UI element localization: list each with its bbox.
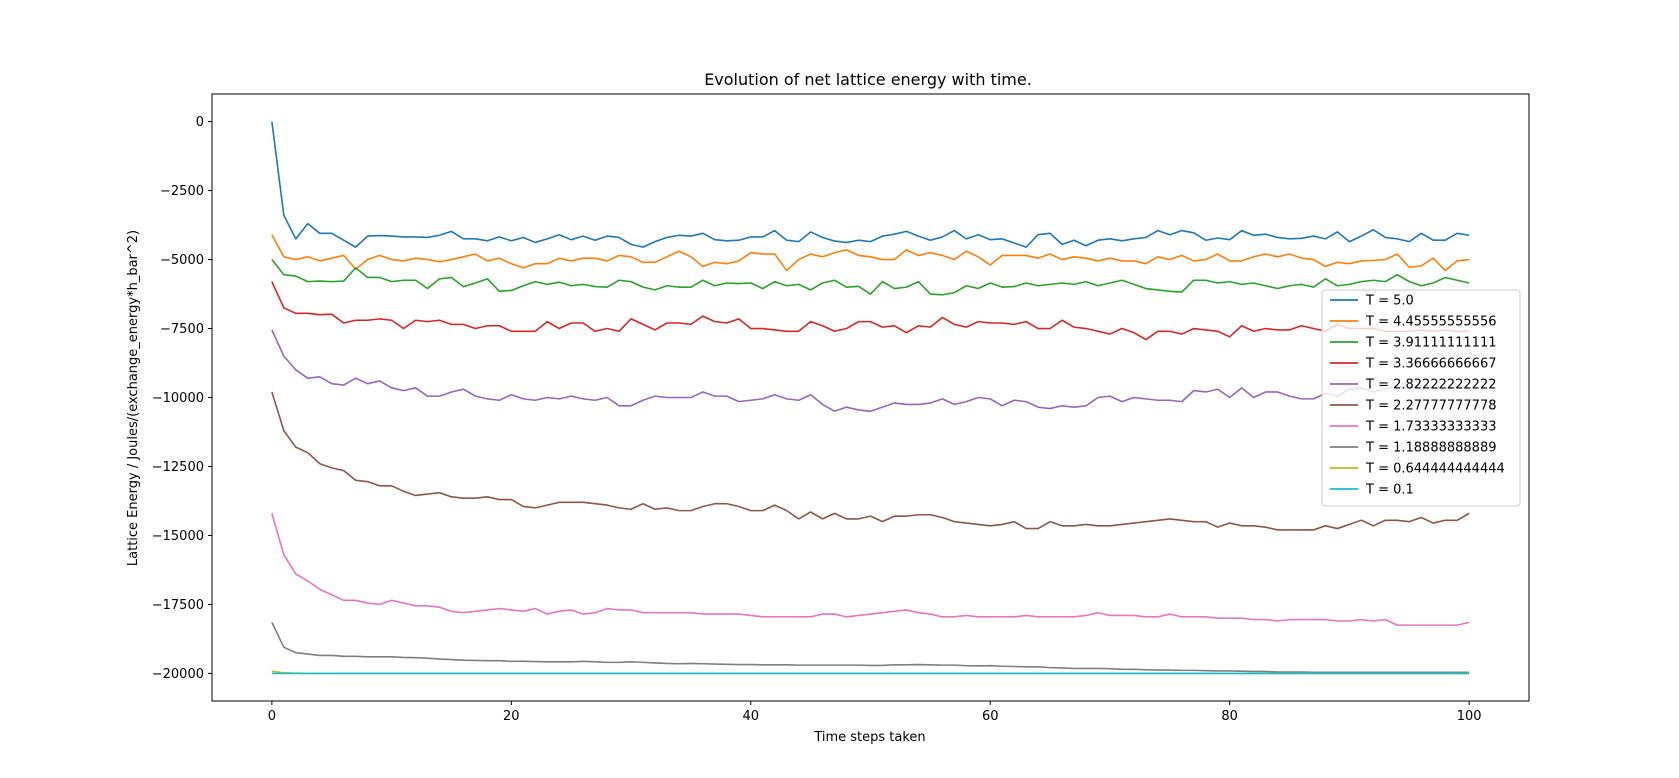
series-line-5 (271, 391, 1470, 531)
legend-label: T = 1.73333333333 (1365, 420, 1496, 435)
x-tick-label: 60 (982, 709, 999, 724)
y-tick-label: −12500 (152, 460, 204, 475)
x-axis-label: Time steps taken (813, 730, 925, 745)
x-tick-label: 0 (268, 709, 276, 724)
legend-label: T = 4.45555555556 (1365, 315, 1496, 330)
legend-label: T = 0.644444444444 (1365, 462, 1505, 477)
x-tick-label: 40 (742, 709, 759, 724)
y-tick-label: 0 (196, 115, 204, 130)
series-line-4 (271, 329, 1470, 413)
series-layer (271, 121, 1470, 675)
x-tick-label: 80 (1221, 709, 1238, 724)
x-tick-label: 20 (503, 709, 520, 724)
y-axis-ticks: 0 −2500 −5000 −7500 −10000 −12500 −15000 −17500… (152, 115, 212, 682)
legend-label: T = 2.27777777778 (1365, 399, 1496, 414)
y-tick-label: −2500 (160, 184, 204, 199)
y-axis-label: Lattice Energy / Joules/(exchange_energy… (126, 230, 141, 566)
legend-label: T = 5.0 (1365, 294, 1414, 309)
series-line-3 (271, 281, 1470, 341)
legend-frame (1321, 289, 1521, 507)
y-tick-label: −15000 (152, 529, 204, 544)
series-line-7 (271, 622, 1470, 674)
series-line-2 (271, 259, 1470, 296)
y-tick-label: −7500 (160, 322, 204, 337)
legend-label: T = 0.1 (1365, 483, 1414, 498)
y-tick-label: −10000 (152, 391, 204, 406)
legend: T = 5.0 T = 4.45555555556 T = 3.9111111111… (1321, 289, 1521, 507)
y-tick-label: −5000 (160, 253, 204, 268)
series-line-6 (271, 513, 1470, 626)
legend-label: T = 1.18888888889 (1365, 441, 1496, 456)
legend-entries: T = 5.0 T = 4.45555555556 T = 3.9111111111… (1330, 294, 1505, 498)
legend-label: T = 3.36666666667 (1365, 357, 1496, 372)
legend-label: T = 3.91111111111 (1365, 336, 1496, 351)
series-line-0 (271, 121, 1470, 248)
chart-title: Evolution of net lattice energy with tim… (704, 70, 1032, 89)
y-tick-label: −17500 (152, 598, 204, 613)
x-axis-ticks: 0 20 40 60 80 100 (268, 701, 1482, 724)
legend-label: T = 2.82222222222 (1365, 378, 1496, 393)
y-tick-label: −20000 (152, 667, 204, 682)
series-line-1 (271, 234, 1470, 272)
x-tick-label: 100 (1457, 709, 1482, 724)
plot-frame (211, 93, 1530, 702)
